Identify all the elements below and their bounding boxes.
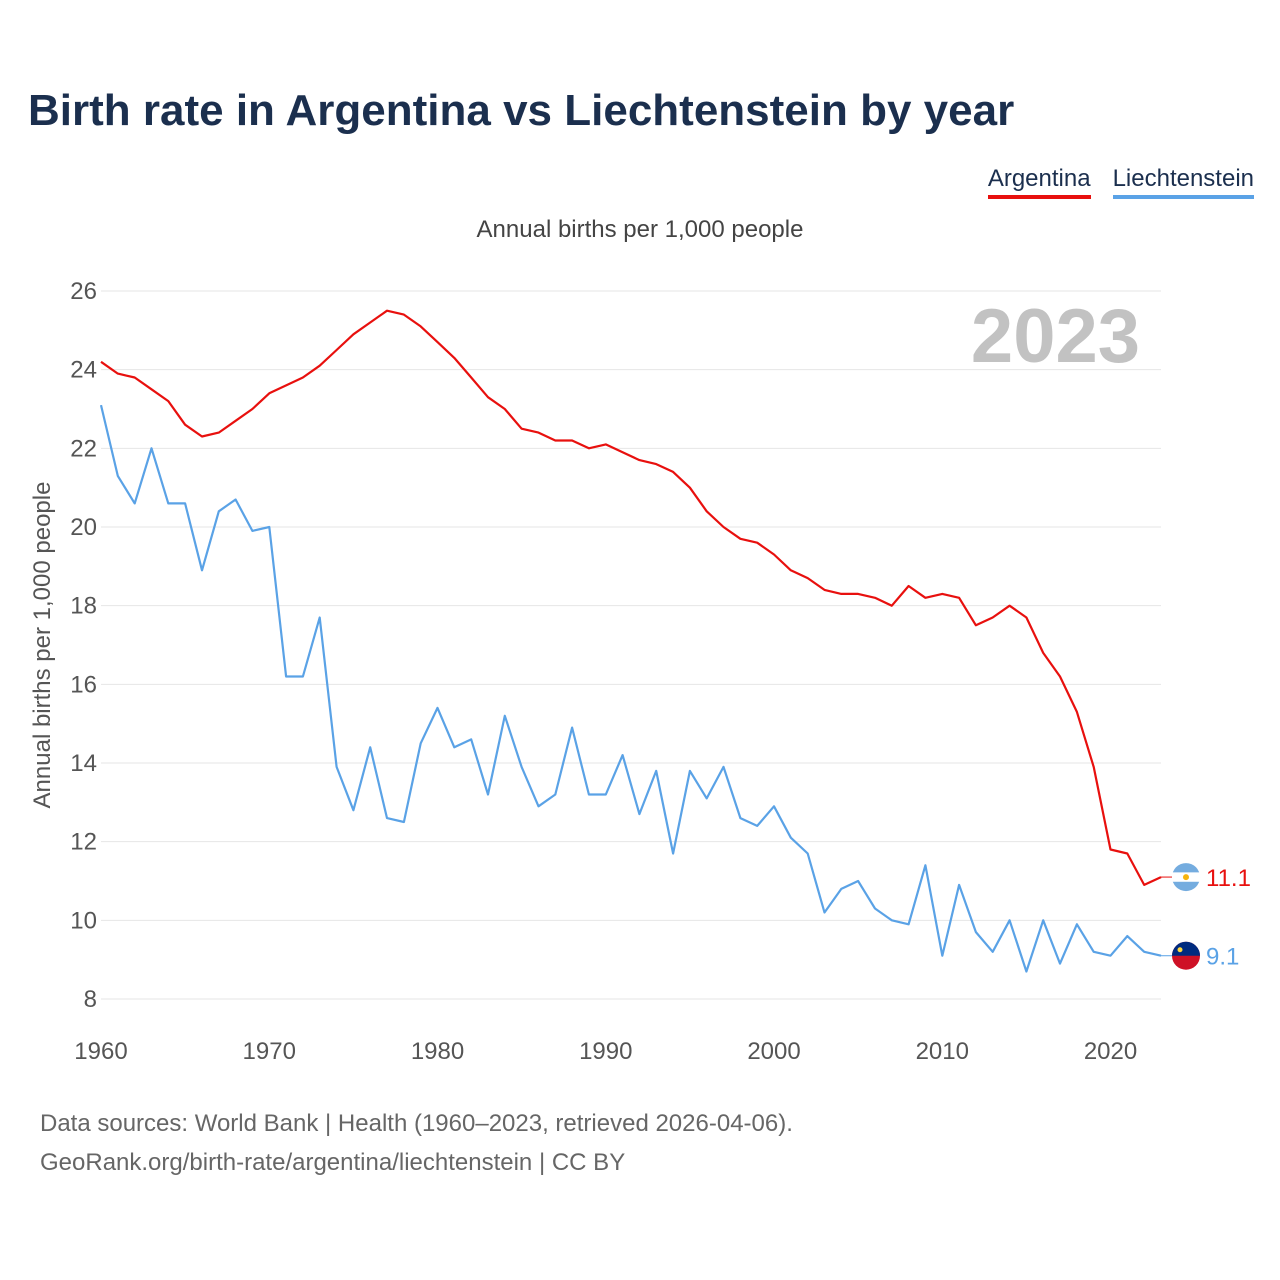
chart-title: Birth rate in Argentina vs Liechtenstein… xyxy=(28,86,1015,135)
x-tick-label: 1960 xyxy=(74,1038,127,1065)
y-tick-label: 12 xyxy=(70,829,97,856)
series-group xyxy=(99,309,1162,973)
y-tick-label: 20 xyxy=(70,514,97,541)
year-watermark: 2023 xyxy=(971,294,1140,379)
y-tick-label: 10 xyxy=(70,907,97,934)
y-axis-ticks: 8 10 12 14 16 18 20 22 24 26 xyxy=(70,278,97,1013)
y-tick-label: 26 xyxy=(70,278,97,305)
x-tick-label: 1980 xyxy=(411,1038,464,1065)
legend-item-argentina[interactable]: Argentina xyxy=(987,165,1091,199)
footer-source: Data sources: World Bank | Health (1960–… xyxy=(40,1110,793,1137)
y-axis-label: Annual births per 1,000 people xyxy=(29,482,56,809)
liechtenstein-flag-icon xyxy=(1172,941,1200,970)
y-tick-label: 16 xyxy=(70,671,97,698)
footer: Data sources: World Bank | Health (1960–… xyxy=(40,1104,793,1182)
x-tick-label: 2020 xyxy=(1084,1038,1137,1065)
gridlines xyxy=(101,290,1161,1000)
x-tick-label: 2010 xyxy=(916,1038,969,1065)
series-line-liechtenstein[interactable] xyxy=(99,404,1162,973)
footer-url[interactable]: GeoRank.org/birth-rate/argentina/liechte… xyxy=(40,1149,626,1176)
series-line-argentina[interactable] xyxy=(100,309,1162,887)
end-markers: 11.1 9.1 xyxy=(1161,863,1251,971)
legend-item-liechtenstein[interactable]: Liechtenstein xyxy=(1112,165,1254,199)
y-tick-label: 18 xyxy=(70,593,97,620)
argentina-flag-icon xyxy=(1172,863,1200,892)
y-tick-label: 14 xyxy=(70,750,97,777)
legend: Argentina Liechtenstein xyxy=(987,165,1254,199)
x-tick-label: 2000 xyxy=(747,1038,800,1065)
x-axis-ticks: 1960 1970 1980 1990 2000 2010 2020 xyxy=(74,1038,1137,1065)
x-tick-label: 1970 xyxy=(243,1038,296,1065)
y-tick-label: 22 xyxy=(70,435,97,462)
y-tick-label: 24 xyxy=(70,357,97,384)
chart-subtitle: Annual births per 1,000 people xyxy=(476,216,804,243)
end-value-label-liechtenstein: 9.1 xyxy=(1206,944,1239,971)
y-tick-label: 8 xyxy=(84,986,97,1013)
x-tick-label: 1990 xyxy=(579,1038,632,1065)
end-value-label-argentina: 11.1 xyxy=(1206,865,1251,892)
